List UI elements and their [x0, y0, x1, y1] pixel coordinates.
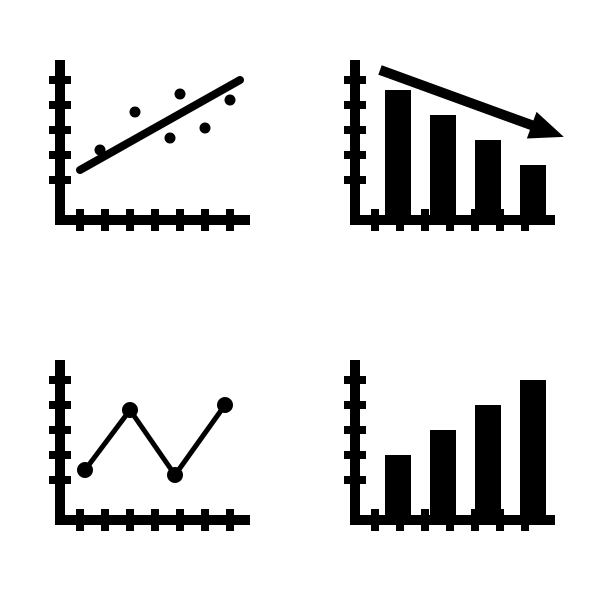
- line-chart-icon: [0, 300, 300, 600]
- ascending-bar-chart-icon: [300, 300, 600, 600]
- declining-bar-chart-icon: [300, 0, 600, 300]
- chart-icon-grid: [0, 0, 600, 600]
- scatter-chart-icon: [0, 0, 300, 300]
